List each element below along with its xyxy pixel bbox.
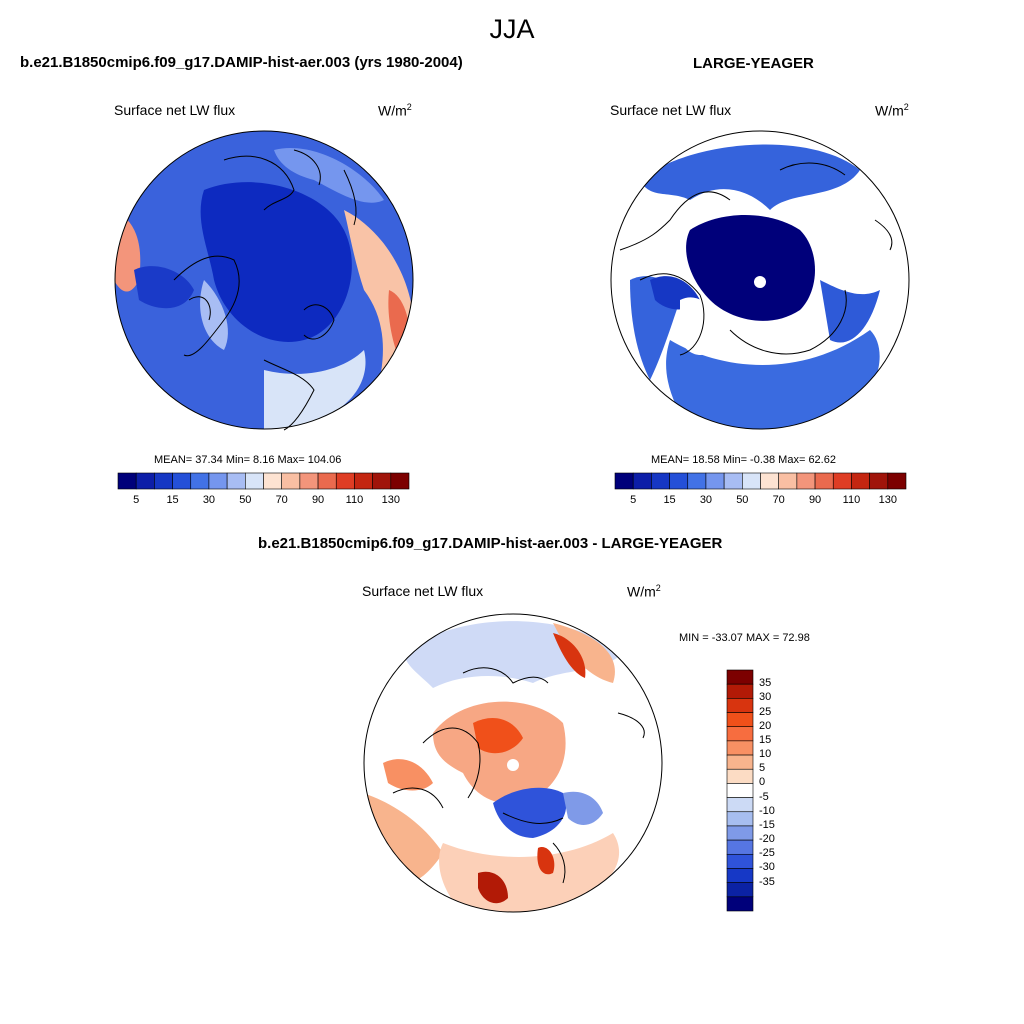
- colorbar-swatch: [281, 472, 301, 490]
- colorbar-swatch: [726, 825, 754, 841]
- right-units-label: W/m2: [875, 102, 909, 119]
- colorbar-tick-label: 70: [275, 494, 288, 506]
- colorbar-swatch: [723, 472, 743, 490]
- colorbar-swatch: [726, 712, 754, 728]
- colorbar-swatch: [726, 839, 754, 855]
- colorbar-swatch: [851, 472, 870, 490]
- left-colorbar: [117, 472, 410, 490]
- left-units-label: W/m2: [378, 102, 412, 119]
- colorbar-swatch: [335, 472, 355, 490]
- colorbar-tick-label: 5: [630, 494, 637, 506]
- colorbar-swatch: [726, 740, 754, 756]
- colorbar-tick-label: 30: [699, 494, 713, 506]
- diff-colorbar: [726, 669, 754, 912]
- colorbar-swatch: [869, 472, 889, 490]
- colorbar-swatch: [172, 472, 192, 490]
- diff-minmax: MIN = -33.07 MAX = 72.98: [679, 632, 810, 644]
- colorbar-tick-label: 90: [808, 494, 822, 506]
- colorbar-tick-label: 20: [759, 719, 772, 732]
- colorbar-swatch: [154, 472, 173, 490]
- right-variable-label: Surface net LW flux: [610, 102, 732, 118]
- colorbar-swatch: [726, 669, 754, 685]
- colorbar-tick-label: 70: [772, 494, 785, 506]
- colorbar-tick-label: 30: [759, 691, 772, 704]
- colorbar-tick-label: 25: [759, 705, 772, 718]
- diff-variable-label: Surface net LW flux: [362, 583, 484, 599]
- colorbar-swatch: [726, 698, 754, 713]
- colorbar-swatch: [832, 472, 852, 490]
- colorbar-swatch: [354, 472, 373, 490]
- colorbar-tick-label: 50: [239, 494, 252, 506]
- colorbar-swatch: [632, 472, 652, 490]
- colorbar-swatch: [742, 472, 761, 490]
- colorbar-swatch: [726, 797, 754, 813]
- left-variable-label: Surface net LW flux: [114, 102, 236, 118]
- colorbar-tick-label: 15: [166, 494, 179, 506]
- colorbar-swatch: [208, 472, 228, 490]
- colorbar-swatch: [814, 472, 834, 490]
- right-panel-title: LARGE-YEAGER: [693, 55, 814, 72]
- colorbar-swatch: [726, 896, 754, 912]
- left-polar-map: [114, 130, 414, 431]
- colorbar-swatch: [390, 472, 410, 490]
- colorbar-tick-label: 130: [381, 494, 400, 506]
- colorbar-swatch: [651, 472, 670, 490]
- colorbar-tick-label: -25: [759, 847, 775, 860]
- colorbar-swatch: [614, 472, 634, 490]
- colorbar-swatch: [726, 853, 754, 869]
- colorbar-swatch: [372, 472, 392, 490]
- colorbar-swatch: [669, 472, 689, 490]
- main-title: JJA: [489, 14, 535, 44]
- colorbar-tick-label: 110: [842, 494, 861, 506]
- colorbar-tick-label: 50: [736, 494, 749, 506]
- colorbar-tick-label: -10: [759, 804, 775, 817]
- colorbar-tick-label: 130: [878, 494, 897, 506]
- colorbar-swatch: [726, 726, 754, 742]
- colorbar-swatch: [796, 472, 816, 490]
- colorbar-tick-label: 5: [759, 762, 766, 775]
- colorbar-swatch: [726, 868, 754, 883]
- colorbar-tick-label: 5: [133, 494, 140, 506]
- right-stats: MEAN= 18.58 Min= -0.38 Max= 62.62: [651, 454, 836, 466]
- colorbar-tick-label: -30: [759, 861, 775, 874]
- colorbar-tick-label: -15: [759, 818, 775, 831]
- colorbar-tick-label: -20: [759, 833, 775, 846]
- right-polar-map: [610, 130, 910, 430]
- colorbar-swatch: [778, 472, 798, 490]
- left-panel-title: b.e21.B1850cmip6.f09_g17.DAMIP-hist-aer.…: [20, 54, 463, 71]
- colorbar-tick-label: -5: [759, 790, 769, 803]
- colorbar-tick-label: -35: [759, 875, 775, 888]
- diff-panel-title: b.e21.B1850cmip6.f09_g17.DAMIP-hist-aer.…: [258, 535, 723, 552]
- colorbar-swatch: [726, 768, 754, 784]
- colorbar-tick-label: 15: [663, 494, 676, 506]
- colorbar-tick-label: 90: [311, 494, 325, 506]
- colorbar-swatch: [263, 472, 282, 490]
- colorbar-swatch: [190, 472, 210, 490]
- right-colorbar: [614, 472, 907, 490]
- diff-units-label: W/m2: [627, 583, 661, 600]
- colorbar-swatch: [687, 472, 707, 490]
- colorbar-swatch: [726, 783, 754, 798]
- colorbar-swatch: [705, 472, 725, 490]
- colorbar-tick-label: 35: [759, 677, 772, 690]
- colorbar-tick-label: 110: [345, 494, 364, 506]
- colorbar-tick-label: 15: [759, 733, 772, 746]
- colorbar-swatch: [299, 472, 319, 490]
- colorbar-tick-label: 30: [202, 494, 216, 506]
- colorbar-swatch: [117, 472, 137, 490]
- colorbar-tick-label: 10: [759, 748, 772, 761]
- colorbar-swatch: [726, 754, 754, 770]
- colorbar-swatch: [726, 882, 754, 898]
- colorbar-swatch: [135, 472, 155, 490]
- colorbar-swatch: [245, 472, 264, 490]
- colorbar-tick-label: 0: [759, 776, 766, 789]
- colorbar-swatch: [317, 472, 337, 490]
- left-stats: MEAN= 37.34 Min= 8.16 Max= 104.06: [154, 454, 342, 466]
- colorbar-swatch: [760, 472, 779, 490]
- colorbar-swatch: [226, 472, 246, 490]
- colorbar-swatch: [726, 683, 754, 699]
- colorbar-swatch: [726, 811, 754, 827]
- diff-polar-map: [363, 613, 663, 913]
- colorbar-swatch: [887, 472, 907, 490]
